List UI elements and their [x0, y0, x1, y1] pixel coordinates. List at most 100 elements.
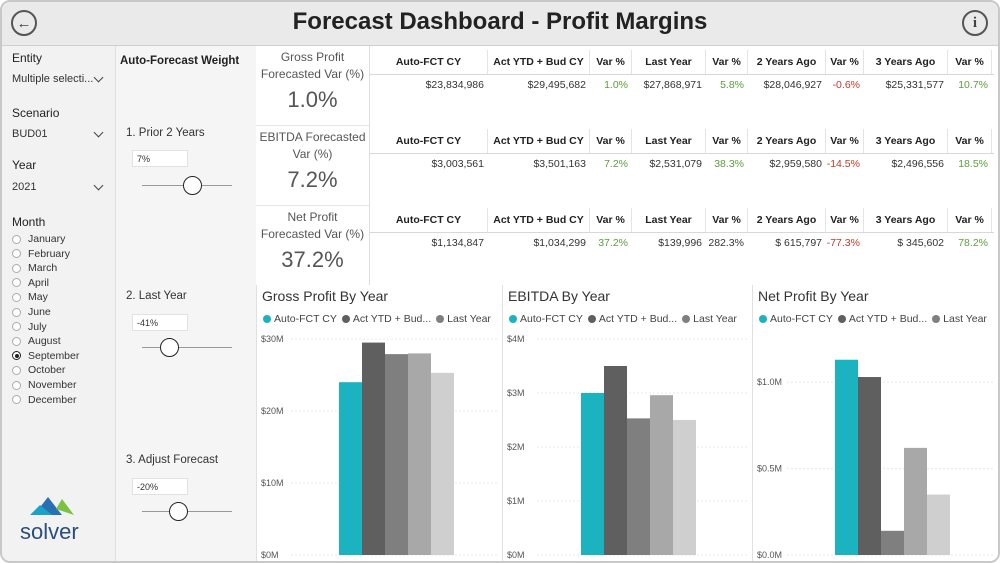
column-header[interactable]: Auto-FCT CY [370, 129, 488, 153]
column-header[interactable]: Var % [948, 50, 992, 74]
radio-icon[interactable] [12, 365, 21, 375]
chart-legend: Auto-FCT CY Act YTD + Bud... Last Year [759, 313, 998, 325]
month-option[interactable]: February [12, 248, 70, 260]
y-tick-label: $3M [507, 388, 525, 398]
month-option[interactable]: May [12, 291, 48, 303]
legend-item[interactable]: Act YTD + Bud... [341, 313, 431, 325]
table-cell: -77.3% [826, 237, 860, 249]
month-option[interactable]: November [12, 379, 76, 391]
chart-bar[interactable] [927, 494, 950, 555]
chart-bar[interactable] [835, 359, 858, 555]
column-header[interactable]: Var % [706, 129, 748, 153]
chart-bar[interactable] [904, 447, 927, 555]
column-header[interactable]: Act YTD + Bud CY [488, 50, 590, 74]
column-header[interactable]: Last Year [632, 129, 706, 153]
weight-input-prior[interactable]: 7% [132, 150, 188, 167]
column-header[interactable]: 3 Years Ago [864, 50, 948, 74]
month-option[interactable]: March [12, 262, 57, 274]
legend-item[interactable]: Last Year [436, 313, 491, 325]
radio-icon[interactable] [12, 395, 21, 405]
radio-icon[interactable] [12, 336, 21, 346]
column-header[interactable]: Act YTD + Bud CY [488, 208, 590, 232]
chart-bar[interactable] [362, 342, 385, 555]
chart-bar[interactable] [673, 420, 696, 555]
month-option[interactable]: January [12, 233, 65, 245]
legend-item[interactable]: Act YTD + Bud... [837, 313, 927, 325]
month-option[interactable]: June [12, 306, 51, 318]
column-header[interactable]: 2 Years Ago [748, 50, 826, 74]
column-header[interactable]: Auto-FCT CY [370, 50, 488, 74]
radio-icon[interactable] [12, 307, 21, 317]
radio-icon[interactable] [12, 322, 21, 332]
column-header[interactable]: Var % [706, 208, 748, 232]
radio-icon[interactable] [12, 249, 21, 259]
slider-handle-adjust[interactable] [169, 502, 188, 521]
chart-bar[interactable] [881, 530, 904, 555]
column-header[interactable]: Var % [948, 208, 992, 232]
column-header[interactable]: Last Year [632, 50, 706, 74]
legend-label: Auto-FCT CY [520, 313, 583, 325]
header-divider [370, 232, 994, 233]
column-header[interactable]: 3 Years Ago [864, 208, 948, 232]
month-option[interactable]: December [12, 394, 76, 406]
month-option[interactable]: April [12, 277, 49, 289]
radio-icon[interactable] [12, 278, 21, 288]
scenario-dropdown[interactable]: BUD01 [12, 127, 106, 140]
chart-bar[interactable] [604, 366, 627, 555]
entity-dropdown[interactable]: Multiple selecti... [12, 72, 106, 85]
chart-bar[interactable] [339, 382, 362, 555]
chart-bar[interactable] [858, 377, 881, 555]
month-option[interactable]: July [12, 321, 47, 333]
column-header[interactable]: Auto-FCT CY [370, 208, 488, 232]
column-header[interactable]: Var % [948, 129, 992, 153]
slider-handle-prior[interactable] [182, 176, 202, 195]
column-header[interactable]: 3 Years Ago [864, 129, 948, 153]
info-icon[interactable]: i [962, 10, 988, 36]
legend-label: Last Year [943, 313, 987, 325]
column-header[interactable]: Var % [826, 50, 864, 74]
chart-bar[interactable] [627, 418, 650, 555]
radio-icon[interactable] [12, 380, 21, 390]
header-divider [370, 74, 994, 75]
slider-track-last-year[interactable] [142, 347, 232, 348]
column-header[interactable]: Var % [706, 50, 748, 74]
month-option[interactable]: October [12, 364, 65, 376]
year-dropdown[interactable]: 2021 [12, 180, 106, 193]
legend-dot-icon [263, 315, 271, 323]
weight-input-adjust[interactable]: -20% [132, 478, 188, 495]
table-cell: 78.2% [958, 237, 988, 249]
legend-item[interactable]: Last Year [682, 313, 737, 325]
chart-bar[interactable] [408, 353, 431, 555]
radio-icon[interactable] [12, 234, 21, 244]
chart-bar[interactable] [385, 354, 408, 555]
column-header[interactable]: Act YTD + Bud CY [488, 129, 590, 153]
legend-item[interactable]: Auto-FCT CY [759, 313, 833, 325]
slider-handle-last-year[interactable] [160, 338, 179, 357]
legend-item[interactable]: Last Year [932, 313, 987, 325]
column-header[interactable]: Var % [826, 129, 864, 153]
back-arrow-icon[interactable]: ← [11, 10, 37, 36]
column-header[interactable]: Var % [590, 208, 632, 232]
column-header[interactable]: 2 Years Ago [748, 208, 826, 232]
table-cell: 38.3% [714, 158, 744, 170]
chart-bar[interactable] [581, 393, 604, 555]
month-option[interactable]: September [12, 350, 79, 362]
header-bar: ← Forecast Dashboard - Profit Margins i [2, 2, 998, 46]
legend-item[interactable]: Auto-FCT CY [263, 313, 337, 325]
radio-icon[interactable] [12, 263, 21, 273]
radio-icon[interactable] [12, 292, 21, 302]
table-cell: -0.6% [832, 79, 860, 91]
radio-icon[interactable] [12, 351, 21, 361]
column-header[interactable]: Var % [590, 50, 632, 74]
column-header[interactable]: Var % [590, 129, 632, 153]
weight-input-last-year[interactable]: -41% [132, 314, 188, 331]
legend-item[interactable]: Act YTD + Bud... [587, 313, 677, 325]
chart-bar[interactable] [650, 395, 673, 555]
column-header[interactable]: 2 Years Ago [748, 129, 826, 153]
column-header[interactable]: Var % [826, 208, 864, 232]
chart-bar[interactable] [431, 372, 454, 555]
column-header[interactable]: Last Year [632, 208, 706, 232]
month-option[interactable]: August [12, 335, 61, 347]
legend-item[interactable]: Auto-FCT CY [509, 313, 583, 325]
y-tick-label: $20M [261, 406, 284, 416]
